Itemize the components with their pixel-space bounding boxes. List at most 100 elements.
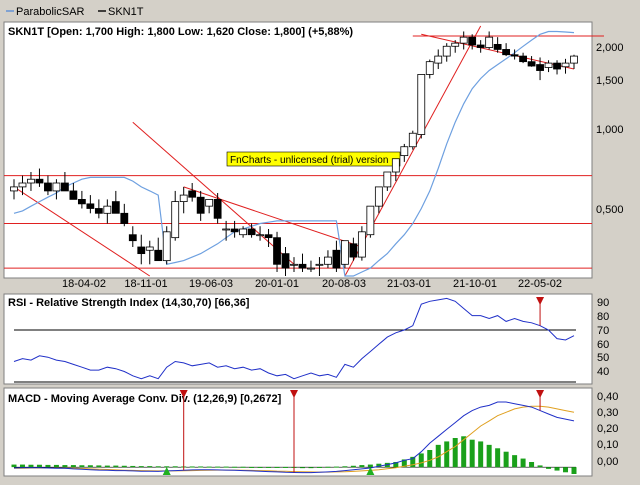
macd-histogram-bar	[206, 466, 212, 468]
macd-histogram-bar	[240, 466, 246, 468]
macd-histogram-bar	[53, 464, 59, 468]
candle-body	[417, 74, 426, 135]
macd-histogram-bar	[486, 444, 492, 468]
macd-histogram-bar	[172, 466, 178, 468]
candle-body	[391, 158, 400, 173]
macd-ytick-000: 0,00	[597, 456, 618, 468]
candle-body	[69, 190, 78, 200]
macd-histogram-bar	[563, 467, 569, 473]
macd-histogram-bar	[138, 466, 144, 468]
rsi-sell-marker	[536, 297, 545, 305]
macd-histogram-bar	[333, 466, 339, 468]
xtick-7: 22-05-02	[518, 278, 562, 290]
macd-histogram-bar	[283, 466, 289, 468]
candle-body	[349, 243, 358, 258]
macd-histogram-bar	[342, 466, 348, 468]
xtick-1: 18-11-01	[124, 278, 167, 290]
macd-histogram-bar	[478, 441, 484, 468]
macd-sell-marker	[179, 390, 188, 398]
price-ytick-1: 1,500	[596, 75, 624, 87]
macd-histogram-bar	[529, 462, 535, 468]
candle-body	[239, 228, 247, 236]
candle-body	[527, 61, 536, 67]
candle-body	[18, 182, 27, 188]
rsi-title: RSI - Relative Strength Index (14,30,70)…	[8, 297, 250, 309]
candle-body	[459, 36, 468, 44]
candle-body	[307, 267, 315, 270]
macd-histogram-bar	[350, 465, 356, 468]
candle-body	[222, 228, 231, 231]
macd-histogram-bar	[155, 466, 161, 468]
macd-histogram-bar	[410, 456, 416, 468]
candle-body	[256, 234, 264, 237]
macd-sell-marker	[536, 390, 545, 398]
candle-body	[383, 171, 392, 188]
xtick-0: 18-04-02	[62, 278, 106, 290]
candle-body	[544, 62, 553, 68]
price-ytick-2: 1,000	[596, 124, 624, 136]
macd-histogram-bar	[427, 450, 433, 468]
candle-body	[298, 263, 307, 269]
rsi-ytick-40: 40	[597, 366, 609, 378]
macd-histogram-bar	[274, 466, 280, 468]
macd-histogram-bar	[435, 444, 441, 468]
legend-label-skn1t: SKN1T	[108, 6, 144, 18]
candle-body	[264, 234, 273, 239]
candle-body	[179, 194, 188, 203]
candle-body	[434, 55, 443, 64]
trial-watermark: FnCharts - unlicensed (trial) version	[230, 155, 388, 166]
candle-body	[374, 186, 383, 207]
candle-body	[52, 182, 61, 192]
macd-histogram-bar	[232, 466, 238, 468]
candle-body	[196, 196, 205, 214]
price-ytick-0: 2,000	[596, 42, 624, 54]
macd-line	[13, 401, 575, 474]
candle-body	[188, 190, 197, 198]
macd-histogram-bar	[36, 464, 42, 468]
macd-histogram-bar	[62, 465, 68, 468]
macd-histogram-bar	[520, 458, 526, 468]
macd-histogram-bar	[164, 466, 170, 468]
trendline-1	[132, 121, 295, 265]
macd-histogram-bar	[316, 466, 322, 468]
price-ytick-3: 0,500	[596, 204, 624, 216]
rsi-ytick-70: 70	[597, 325, 609, 337]
candle-body	[442, 45, 451, 57]
macd-histogram-bar	[359, 465, 365, 468]
candle-body	[10, 186, 18, 192]
macd-histogram-bar	[266, 466, 272, 468]
candle-body	[77, 198, 86, 205]
candle-body	[366, 205, 375, 236]
candle-body	[213, 198, 222, 219]
macd-ytick-020: 0,20	[597, 423, 618, 435]
macd-histogram-bar	[546, 467, 552, 469]
macd-ytick-010: 0,10	[597, 439, 618, 451]
macd-histogram-bar	[79, 465, 85, 468]
candle-body	[27, 178, 35, 184]
macd-histogram-bar	[113, 465, 119, 468]
candle-body	[451, 42, 460, 47]
macd-histogram-bar	[70, 465, 76, 468]
candle-body	[44, 182, 52, 192]
macd-histogram-bar	[495, 448, 501, 468]
candle-body	[332, 249, 341, 269]
candle-body	[341, 240, 349, 265]
rsi-ytick-80: 80	[597, 311, 609, 323]
candle-body	[128, 234, 137, 242]
candle-body	[35, 178, 44, 184]
macd-ytick-040: 0,40	[597, 391, 618, 403]
rsi-ytick-90: 90	[597, 297, 609, 309]
macd-histogram-bar	[87, 465, 93, 468]
candle-body	[86, 203, 95, 209]
xtick-2: 19-06-03	[189, 278, 233, 290]
candle-body	[61, 182, 69, 192]
macd-histogram-bar	[401, 459, 407, 468]
macd-histogram-bar	[461, 436, 467, 468]
macd-histogram-bar	[249, 466, 255, 468]
macd-ytick-030: 0,30	[597, 407, 618, 419]
candle-body	[111, 201, 120, 214]
legend: ParabolicSAR SKN1T	[6, 6, 144, 18]
candle-body	[468, 36, 477, 46]
macd-histogram-bar	[554, 467, 560, 471]
